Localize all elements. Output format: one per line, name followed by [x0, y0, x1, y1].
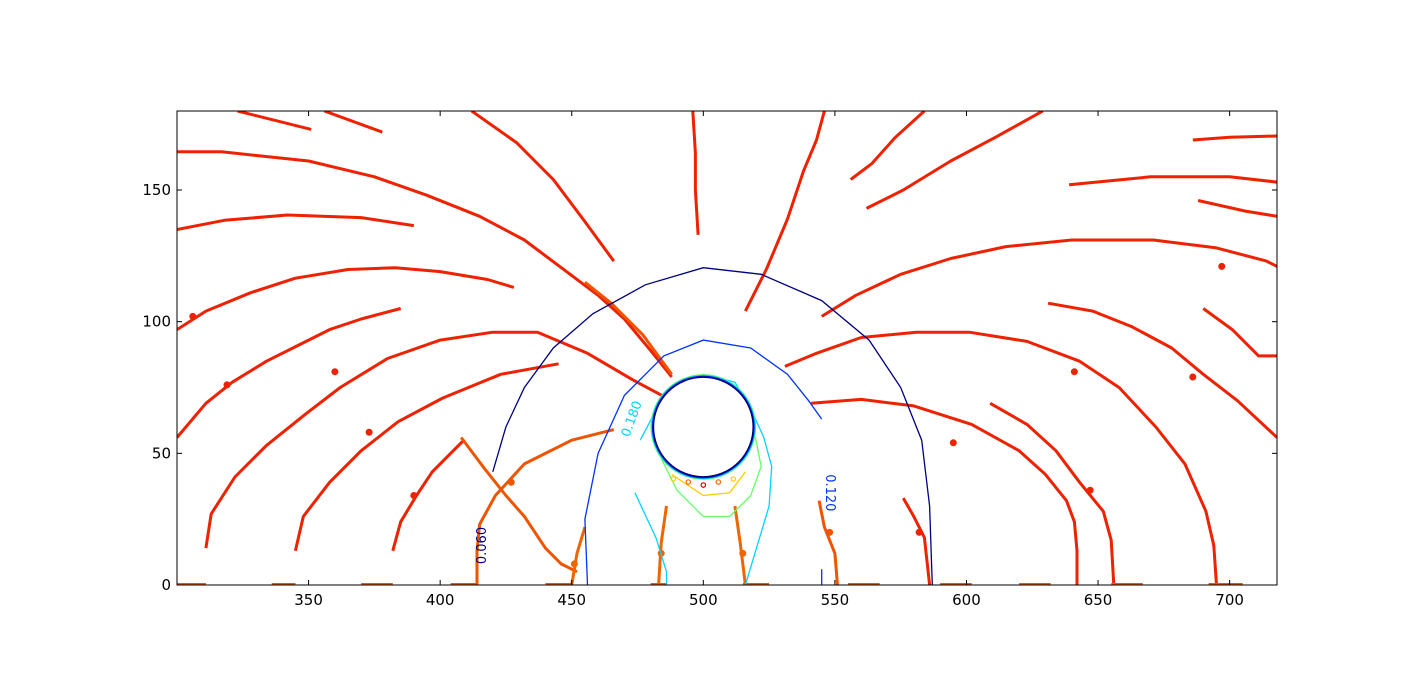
streamlines	[177, 111, 1277, 585]
x-tick-label: 400	[426, 591, 455, 609]
streamline	[1202, 307, 1277, 358]
streamline	[817, 500, 839, 585]
y-axis-ticks: 0 50 100 150	[142, 181, 1277, 594]
streamline-arrow	[410, 491, 418, 499]
streamline-arrow	[1189, 373, 1197, 381]
streamline	[1197, 199, 1277, 218]
x-axis-ticks: 350 400 450 500 550 600 650 700	[294, 111, 1244, 609]
contour-label: 0.180	[619, 399, 646, 439]
streamline	[391, 439, 465, 552]
streamline-arrow	[915, 528, 923, 536]
streamline	[177, 266, 515, 331]
streamline	[811, 397, 1079, 585]
y-tick-label: 50	[152, 444, 171, 462]
streamline	[865, 111, 1044, 210]
contour-blob	[730, 476, 737, 482]
y-tick-label: 150	[142, 181, 171, 199]
streamline	[901, 497, 932, 585]
streamline-arrow	[1070, 368, 1078, 376]
contour-line	[584, 339, 823, 585]
streamline-arrow	[949, 439, 957, 447]
contour-line	[671, 471, 746, 497]
contour-line	[657, 421, 762, 518]
x-tick-label: 350	[294, 591, 323, 609]
contour-line	[634, 492, 668, 585]
y-tick-label: 0	[161, 576, 171, 594]
streamline	[293, 362, 559, 552]
streamline	[475, 428, 615, 585]
streamline-arrow	[1218, 262, 1226, 270]
obstacle-ring	[652, 376, 755, 478]
streamline	[691, 111, 700, 235]
contour-blob	[700, 482, 707, 488]
streamline	[744, 111, 826, 312]
streamline	[460, 436, 578, 574]
streamline	[570, 526, 587, 585]
streamline	[583, 281, 673, 376]
streamline-arrow	[507, 478, 515, 486]
obstacle-circle	[650, 374, 757, 488]
streamline	[657, 505, 668, 585]
contour-blob	[685, 479, 692, 485]
streamline-arrow	[1086, 486, 1094, 494]
streamline	[989, 401, 1116, 585]
streamline	[177, 213, 415, 231]
streamline	[177, 150, 673, 378]
streamline	[1068, 175, 1277, 187]
x-tick-label: 500	[689, 591, 718, 609]
streamline-arrow	[826, 528, 834, 536]
contour-label: 0.060	[475, 527, 490, 564]
streamline-arrow	[365, 428, 373, 436]
streamline	[820, 238, 1277, 318]
streamline	[177, 307, 402, 439]
x-tick-label: 650	[1084, 591, 1113, 609]
contour-label: 0.120	[822, 474, 837, 511]
streamline-arrow	[223, 381, 231, 389]
streamline	[1192, 134, 1277, 142]
plot-frame	[176, 110, 1278, 586]
streamline	[237, 111, 312, 131]
x-tick-label: 700	[1215, 591, 1244, 609]
streamline-arrow	[189, 312, 197, 320]
streamline	[849, 111, 926, 181]
contour-line	[492, 267, 933, 585]
streamline	[470, 111, 616, 262]
contour-blob	[670, 476, 677, 482]
streamline-arrow	[739, 549, 747, 557]
streamline	[733, 505, 747, 585]
x-tick-label: 600	[952, 591, 981, 609]
streamline	[204, 330, 673, 549]
streamline	[1047, 301, 1277, 439]
streamline	[323, 111, 383, 134]
streamline-arrow	[331, 368, 339, 376]
x-tick-label: 550	[821, 591, 850, 609]
contour-blob	[715, 479, 722, 485]
y-tick-label: 100	[142, 313, 171, 331]
streamline	[784, 330, 1218, 585]
streamline-arrow	[570, 560, 578, 568]
x-tick-label: 450	[557, 591, 586, 609]
